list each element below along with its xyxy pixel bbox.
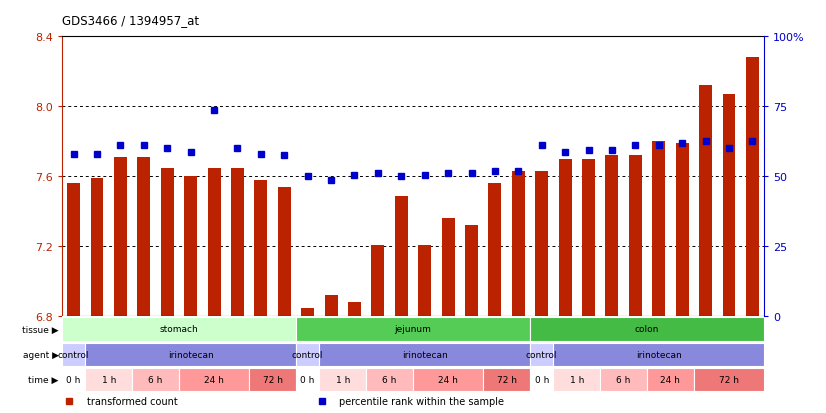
Bar: [483, 368, 530, 391]
Text: irinotecan: irinotecan: [168, 350, 214, 359]
Text: control: control: [526, 350, 558, 359]
Bar: [91, 178, 103, 316]
Bar: [535, 171, 548, 316]
Text: 1 h: 1 h: [335, 375, 350, 384]
Text: 72 h: 72 h: [496, 375, 516, 384]
Bar: [746, 58, 759, 316]
Bar: [395, 196, 408, 316]
Bar: [676, 144, 689, 316]
Text: control: control: [292, 350, 324, 359]
Bar: [249, 368, 296, 391]
Bar: [558, 159, 572, 316]
Bar: [85, 368, 132, 391]
Bar: [694, 368, 764, 391]
Bar: [512, 171, 525, 316]
Text: 6 h: 6 h: [149, 375, 163, 384]
Bar: [325, 296, 338, 316]
Bar: [601, 368, 647, 391]
Bar: [296, 368, 320, 391]
Text: 72 h: 72 h: [719, 375, 739, 384]
Text: 6 h: 6 h: [616, 375, 631, 384]
Bar: [418, 245, 431, 316]
Bar: [366, 368, 413, 391]
Bar: [296, 318, 530, 341]
Bar: [179, 368, 249, 391]
Bar: [67, 184, 80, 316]
Bar: [605, 156, 619, 316]
Text: 24 h: 24 h: [204, 375, 224, 384]
Text: control: control: [58, 350, 89, 359]
Text: time ▶: time ▶: [28, 375, 59, 384]
Text: agent ▶: agent ▶: [22, 350, 59, 359]
Bar: [301, 308, 314, 316]
Bar: [114, 158, 127, 316]
Bar: [442, 219, 454, 316]
Bar: [699, 86, 712, 316]
Bar: [62, 368, 85, 391]
Bar: [530, 343, 553, 366]
Text: tissue ▶: tissue ▶: [22, 325, 59, 334]
Bar: [530, 368, 553, 391]
Bar: [530, 318, 764, 341]
Bar: [647, 368, 694, 391]
Bar: [62, 318, 296, 341]
Bar: [62, 343, 85, 366]
Bar: [207, 168, 221, 316]
Text: 24 h: 24 h: [438, 375, 458, 384]
Text: colon: colon: [635, 325, 659, 334]
Bar: [582, 159, 595, 316]
Text: 1 h: 1 h: [102, 375, 116, 384]
Text: 24 h: 24 h: [661, 375, 681, 384]
Bar: [653, 142, 665, 316]
Bar: [348, 303, 361, 316]
Bar: [629, 156, 642, 316]
Bar: [254, 180, 268, 316]
Bar: [132, 368, 179, 391]
Bar: [231, 168, 244, 316]
Text: irinotecan: irinotecan: [401, 350, 448, 359]
Bar: [137, 158, 150, 316]
Bar: [278, 188, 291, 316]
Text: 1 h: 1 h: [570, 375, 584, 384]
Text: stomach: stomach: [159, 325, 198, 334]
Text: percentile rank within the sample: percentile rank within the sample: [339, 396, 505, 406]
Bar: [320, 368, 366, 391]
Text: transformed count: transformed count: [87, 396, 178, 406]
Text: 0 h: 0 h: [66, 375, 81, 384]
Text: GDS3466 / 1394957_at: GDS3466 / 1394957_at: [62, 14, 199, 27]
Bar: [184, 177, 197, 316]
Text: jejunum: jejunum: [395, 325, 431, 334]
Bar: [85, 343, 296, 366]
Bar: [413, 368, 483, 391]
Bar: [296, 343, 320, 366]
Bar: [723, 95, 735, 316]
Bar: [553, 368, 601, 391]
Bar: [161, 168, 173, 316]
Bar: [465, 226, 478, 316]
Text: 0 h: 0 h: [301, 375, 315, 384]
Text: 6 h: 6 h: [382, 375, 396, 384]
Text: irinotecan: irinotecan: [636, 350, 681, 359]
Bar: [320, 343, 530, 366]
Bar: [553, 343, 764, 366]
Text: 0 h: 0 h: [534, 375, 549, 384]
Bar: [488, 184, 501, 316]
Bar: [372, 245, 384, 316]
Text: 72 h: 72 h: [263, 375, 282, 384]
